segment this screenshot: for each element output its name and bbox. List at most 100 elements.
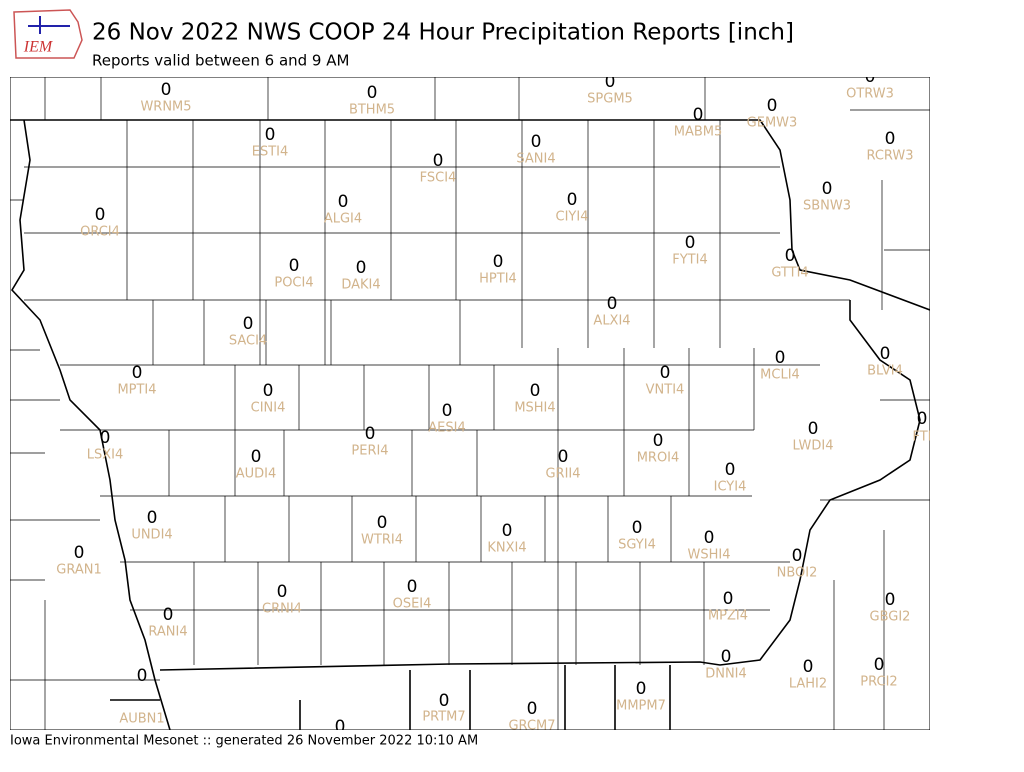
station-value: 0	[775, 348, 786, 368]
station-value: 0	[502, 521, 513, 541]
station-id: MROI4	[637, 451, 680, 466]
station-id: VNTI4	[646, 383, 685, 398]
station-value: 0	[567, 190, 578, 210]
station-value: 0	[605, 72, 616, 92]
station-value: 0	[95, 205, 106, 225]
station-id: ESTI4	[252, 145, 289, 160]
station-value: 0	[367, 83, 378, 103]
station-id: FYTI4	[672, 253, 707, 268]
station-id: KNXI4	[487, 541, 526, 556]
station-id: PRTM7	[422, 710, 465, 725]
station-value: 0	[161, 80, 172, 100]
station-id: GRCM7	[508, 719, 555, 734]
station-id: SPGM5	[587, 92, 633, 107]
station-id: MSHI4	[514, 401, 555, 416]
station-value: 0	[147, 508, 158, 528]
station-id: ALGI4	[324, 212, 362, 227]
station-value: 0	[493, 252, 504, 272]
station-id: SACI4	[229, 334, 267, 349]
station-value: 0	[335, 717, 346, 737]
station-id: WTRI4	[361, 533, 403, 548]
county-lines	[10, 77, 930, 730]
station-id: AUDI4	[236, 467, 277, 482]
station-value: 0	[100, 428, 111, 448]
station-value: 0	[723, 589, 734, 609]
station-id: GEMW3	[747, 116, 798, 131]
station-value: 0	[243, 314, 254, 334]
station-value: 0	[137, 666, 148, 686]
station-id: FSCI4	[420, 171, 457, 186]
station-value: 0	[527, 699, 538, 719]
station-value: 0	[885, 590, 896, 610]
state-border	[10, 119, 930, 730]
station-id: ORCI4	[80, 225, 120, 240]
subtitle: Reports valid between 6 and 9 AM	[92, 52, 349, 70]
station-value: 0	[704, 528, 715, 548]
station-value: 0	[808, 419, 819, 439]
station-id: ICYI4	[714, 480, 747, 495]
station-id: WRNM5	[140, 100, 191, 115]
station-value: 0	[880, 344, 891, 364]
station-value: 0	[531, 132, 542, 152]
station-id: LWDI4	[792, 439, 833, 454]
station-id: CRNI4	[262, 602, 302, 617]
station-value: 0	[265, 125, 276, 145]
station-id: DNNI4	[705, 667, 747, 682]
station-id: BTHM5	[349, 103, 395, 118]
station-value: 0	[251, 447, 262, 467]
footer: Iowa Environmental Mesonet :: generated …	[10, 734, 478, 749]
station-id: GRAN1	[56, 563, 101, 578]
station-value: 0	[725, 460, 736, 480]
station-value: 0	[865, 67, 876, 87]
station-id: MPZI4	[708, 609, 748, 624]
station-id: DAKI4	[341, 278, 380, 293]
station-value: 0	[767, 96, 778, 116]
station-id: NBOI2	[777, 566, 818, 581]
station-id: CIYI4	[556, 210, 589, 225]
station-id: OSEI4	[393, 597, 432, 612]
station-id: ALXI4	[593, 314, 630, 329]
station-value: 0	[885, 129, 896, 149]
station-id: SGYI4	[618, 538, 656, 553]
station-id: LSXI4	[87, 448, 124, 463]
station-id: MMPM7	[616, 699, 666, 714]
station-id: PERI4	[351, 444, 388, 459]
station-value: 0	[132, 363, 143, 383]
station-value: 0	[558, 447, 569, 467]
station-id: MABM5	[674, 125, 723, 140]
station-id: GRII4	[545, 467, 580, 482]
station-value: 0	[653, 431, 664, 451]
station-id: SBNW3	[803, 199, 851, 214]
station-id: POCI4	[274, 276, 313, 291]
station-value: 0	[874, 655, 885, 675]
station-id: CINI4	[251, 401, 286, 416]
logo-text: IEM	[23, 39, 54, 56]
station-id: RCRW3	[866, 149, 913, 164]
station-id: FTI	[912, 430, 931, 445]
station-id: RANI4	[148, 625, 187, 640]
station-id: PRCI2	[860, 675, 897, 690]
station-id: SANI4	[516, 152, 555, 167]
logo: IEM	[13, 9, 83, 59]
station-value: 0	[442, 401, 453, 421]
station-value: 0	[263, 381, 274, 401]
station-id: MPTI4	[117, 383, 156, 398]
station-value: 0	[660, 363, 671, 383]
station-value: 0	[693, 105, 704, 125]
station-value: 0	[785, 246, 796, 266]
station-value: 0	[377, 513, 388, 533]
station-value: 0	[356, 258, 367, 278]
station-value: 0	[917, 409, 928, 429]
station-value: 0	[163, 605, 174, 625]
station-value: 0	[433, 151, 444, 171]
station-id: GBGI2	[870, 610, 911, 625]
station-value: 0	[607, 294, 618, 314]
station-id: LAHI2	[789, 677, 827, 692]
station-value: 0	[365, 424, 376, 444]
station-value: 0	[721, 647, 732, 667]
title: 26 Nov 2022 NWS COOP 24 Hour Precipitati…	[92, 20, 794, 46]
map: 0WRNM50BTHM50SPGM50OTRW30MABM50GEMW30EST…	[10, 67, 931, 737]
station-id: GTTI4	[771, 266, 808, 281]
